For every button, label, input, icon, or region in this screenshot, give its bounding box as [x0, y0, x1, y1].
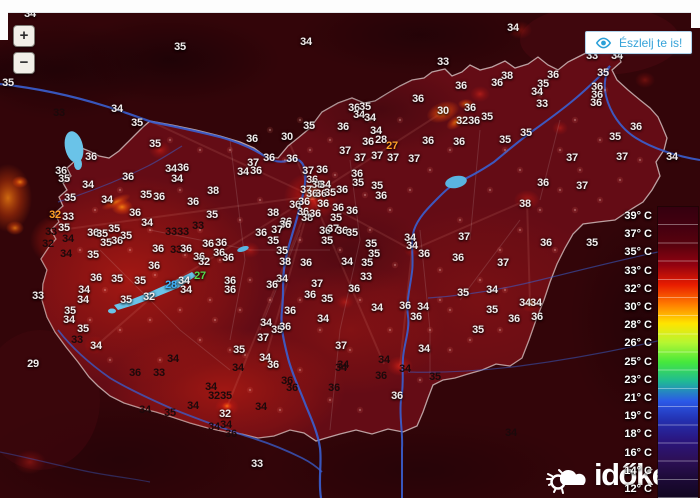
- observe-button-label: Észlelj te is!: [619, 35, 683, 50]
- map-zoom-controls: + −: [13, 25, 35, 79]
- zoom-in-button[interactable]: +: [13, 25, 35, 47]
- idokep-logo: időkép: [546, 456, 686, 494]
- observe-button[interactable]: Észlelj te is!: [585, 31, 693, 54]
- page-top-strip: [0, 0, 700, 13]
- logo-cloud-sun-icon: [546, 456, 590, 494]
- zoom-out-button[interactable]: −: [13, 52, 35, 74]
- page-left-sliver: [0, 0, 8, 40]
- eye-icon: [595, 37, 612, 49]
- page-right-sliver: [691, 12, 700, 28]
- logo-text: időkép: [594, 457, 686, 492]
